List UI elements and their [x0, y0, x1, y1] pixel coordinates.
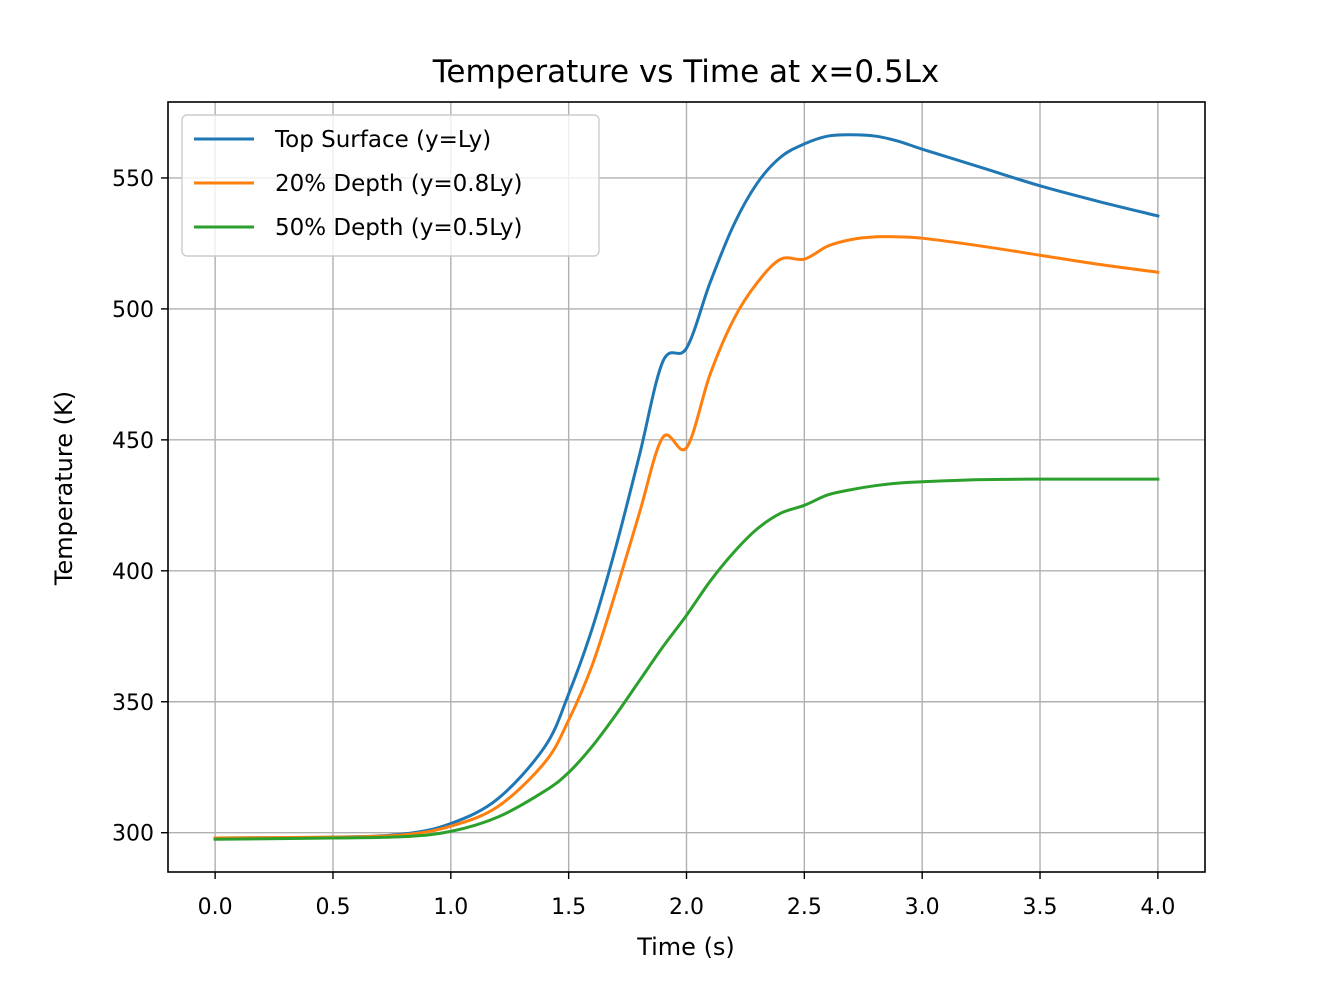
- x-tick-label: 1.5: [551, 895, 586, 920]
- x-axis-label: Time (s): [636, 933, 735, 961]
- series-lines: [213, 133, 1160, 841]
- y-tick-label: 550: [112, 167, 154, 192]
- x-tick-label: 2.0: [669, 895, 704, 920]
- x-axis-ticks: 0.0 0.5 1.0 1.5 2.0 2.5 3.0 3.5 4.0: [198, 872, 1175, 920]
- grid: [168, 102, 1205, 872]
- chart-title: Temperature vs Time at x=0.5Lx: [432, 54, 940, 90]
- y-tick-label: 450: [112, 429, 154, 454]
- series-line-top-surface: [213, 133, 1160, 840]
- x-tick-label: 1.0: [433, 895, 468, 920]
- y-axis-label: Temperature (K): [50, 391, 78, 586]
- legend-label-50-depth: 50% Depth (y=0.5Ly): [275, 215, 523, 241]
- x-tick-label: 0.5: [315, 895, 350, 920]
- y-axis-ticks: 300 350 400 450 500 550: [112, 167, 168, 847]
- x-tick-label: 4.0: [1140, 895, 1175, 920]
- x-tick-label: 3.5: [1023, 895, 1058, 920]
- x-tick-label: 3.0: [905, 895, 940, 920]
- legend-box: [181, 114, 600, 257]
- y-tick-label: 300: [112, 822, 154, 847]
- legend-label-20-depth: 20% Depth (y=0.8Ly): [275, 171, 523, 197]
- y-tick-label: 400: [112, 560, 154, 585]
- legend-label-top-surface: Top Surface (y=Ly): [274, 127, 491, 153]
- series-line-50-depth: [213, 477, 1160, 841]
- series-line-20-depth: [213, 235, 1160, 840]
- legend: Top Surface (y=Ly) 20% Depth (y=0.8Ly) 5…: [181, 114, 600, 257]
- y-tick-label: 500: [112, 298, 154, 323]
- y-tick-label: 350: [112, 691, 154, 716]
- x-tick-label: 2.5: [787, 895, 822, 920]
- x-tick-label: 0.0: [198, 895, 233, 920]
